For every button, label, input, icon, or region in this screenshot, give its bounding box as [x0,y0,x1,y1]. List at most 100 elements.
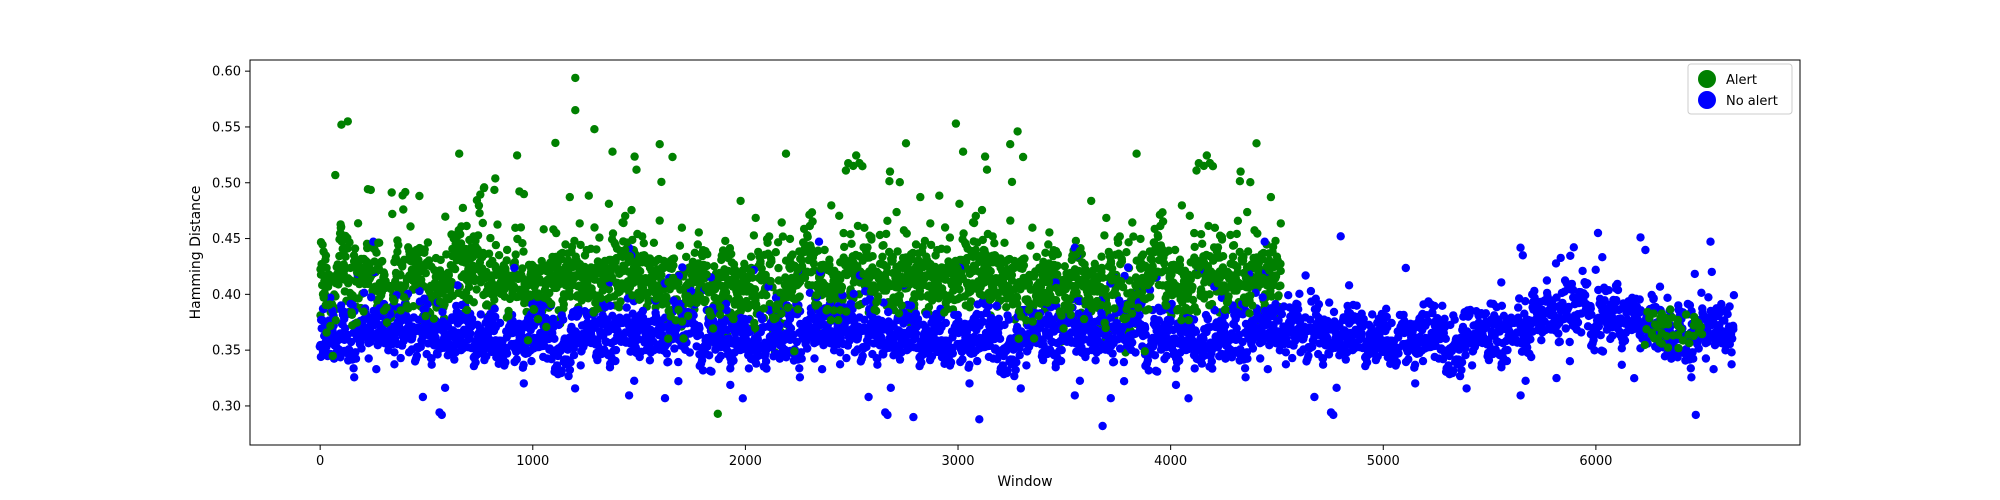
alert-point [1266,192,1276,202]
no-alert-point [1591,265,1600,274]
no-alert-point [1004,315,1014,324]
no-alert-point [1630,374,1639,383]
alert-point [839,228,848,238]
alert-point [990,239,999,248]
no-alert-point [958,355,967,364]
no-alert-point [864,392,873,402]
no-alert-point [1332,383,1341,392]
no-alert-point [995,334,1005,343]
no-alert-point [1256,354,1265,363]
no-alert-point [1329,307,1339,317]
alert-point [971,211,980,221]
no-alert-point [1521,297,1530,306]
alert-point [1235,177,1245,186]
no-alert-point [1341,355,1351,364]
no-alert-point [1318,360,1328,369]
no-alert-point [1497,301,1507,310]
no-alert-point [1516,243,1525,252]
alert-point [778,232,788,241]
no-alert-point [438,307,447,317]
no-alert-point [803,344,812,353]
alert-point [1128,218,1137,227]
no-alert-point [664,357,673,366]
no-alert-point [906,301,916,310]
alert-point [1233,216,1243,225]
alert-point [1274,291,1283,300]
alert-point [493,220,502,229]
no-alert-point [1581,291,1590,300]
no-alert-point [1577,328,1586,337]
alert-point [657,177,666,187]
no-alert-point [1566,251,1575,260]
alert-point [590,223,599,232]
no-alert-point [744,364,754,373]
alert-point [577,296,586,305]
no-alert-point [1418,356,1428,366]
alert-point [690,248,699,257]
no-alert-point [1450,315,1459,324]
alert-point [940,223,950,232]
no-alert-point [476,310,485,319]
no-alert-point [707,367,716,376]
no-alert-point [1565,337,1574,347]
alert-point [401,187,410,197]
alert-point [480,183,489,192]
alert-point [945,233,955,242]
alert-point [1148,256,1157,265]
no-alert-point [1075,376,1085,385]
no-alert-point [1392,358,1402,367]
no-alert-point [1481,309,1491,318]
no-alert-point [685,348,694,357]
alert-point [491,240,501,250]
alert-point [1229,241,1239,250]
alert-point [1000,238,1009,247]
no-alert-point [418,392,428,402]
alert-point [474,201,484,210]
no-alert-point [569,351,579,360]
alert-point [565,192,574,202]
alert-point [651,303,660,312]
no-alert-point [1604,286,1613,295]
alert-point [1013,299,1022,308]
no-alert-point [1462,384,1471,393]
no-alert-point [674,357,683,367]
no-alert-point [1554,329,1563,338]
no-alert-point [1022,361,1031,370]
no-alert-point [965,360,974,369]
alert-point [350,244,360,253]
alert-point [464,282,474,292]
no-alert-point [1527,352,1536,362]
alert-point [1190,228,1199,238]
no-alert-point [917,358,926,367]
alert-point [1246,178,1255,187]
alert-point [484,249,494,258]
no-alert-point [423,300,432,309]
no-alert-point [738,394,747,403]
no-alert-point [948,349,957,358]
no-alert-point [729,356,738,365]
no-alert-point [1503,345,1512,355]
no-alert-point [662,349,671,358]
alert-point [920,236,930,246]
no-alert-point [351,348,360,357]
alert-point [1276,219,1286,228]
no-alert-point [1221,321,1230,330]
no-alert-point [550,334,559,343]
alert-point [1102,213,1111,223]
alert-point [414,255,423,265]
alert-point [827,201,836,210]
alert-point [774,263,783,273]
no-alert-point [1352,301,1361,310]
no-alert-point [1620,336,1630,345]
alert-point [616,297,625,306]
no-alert-point [630,376,639,385]
alert-point [875,230,885,240]
alert-point [1002,303,1011,312]
no-alert-point [1613,285,1623,295]
no-alert-point [1109,357,1119,366]
alert-point [331,170,340,180]
alert-point [608,147,617,156]
no-alert-point [1056,356,1066,366]
alert-point [1132,149,1141,158]
alert-point [1131,273,1141,282]
